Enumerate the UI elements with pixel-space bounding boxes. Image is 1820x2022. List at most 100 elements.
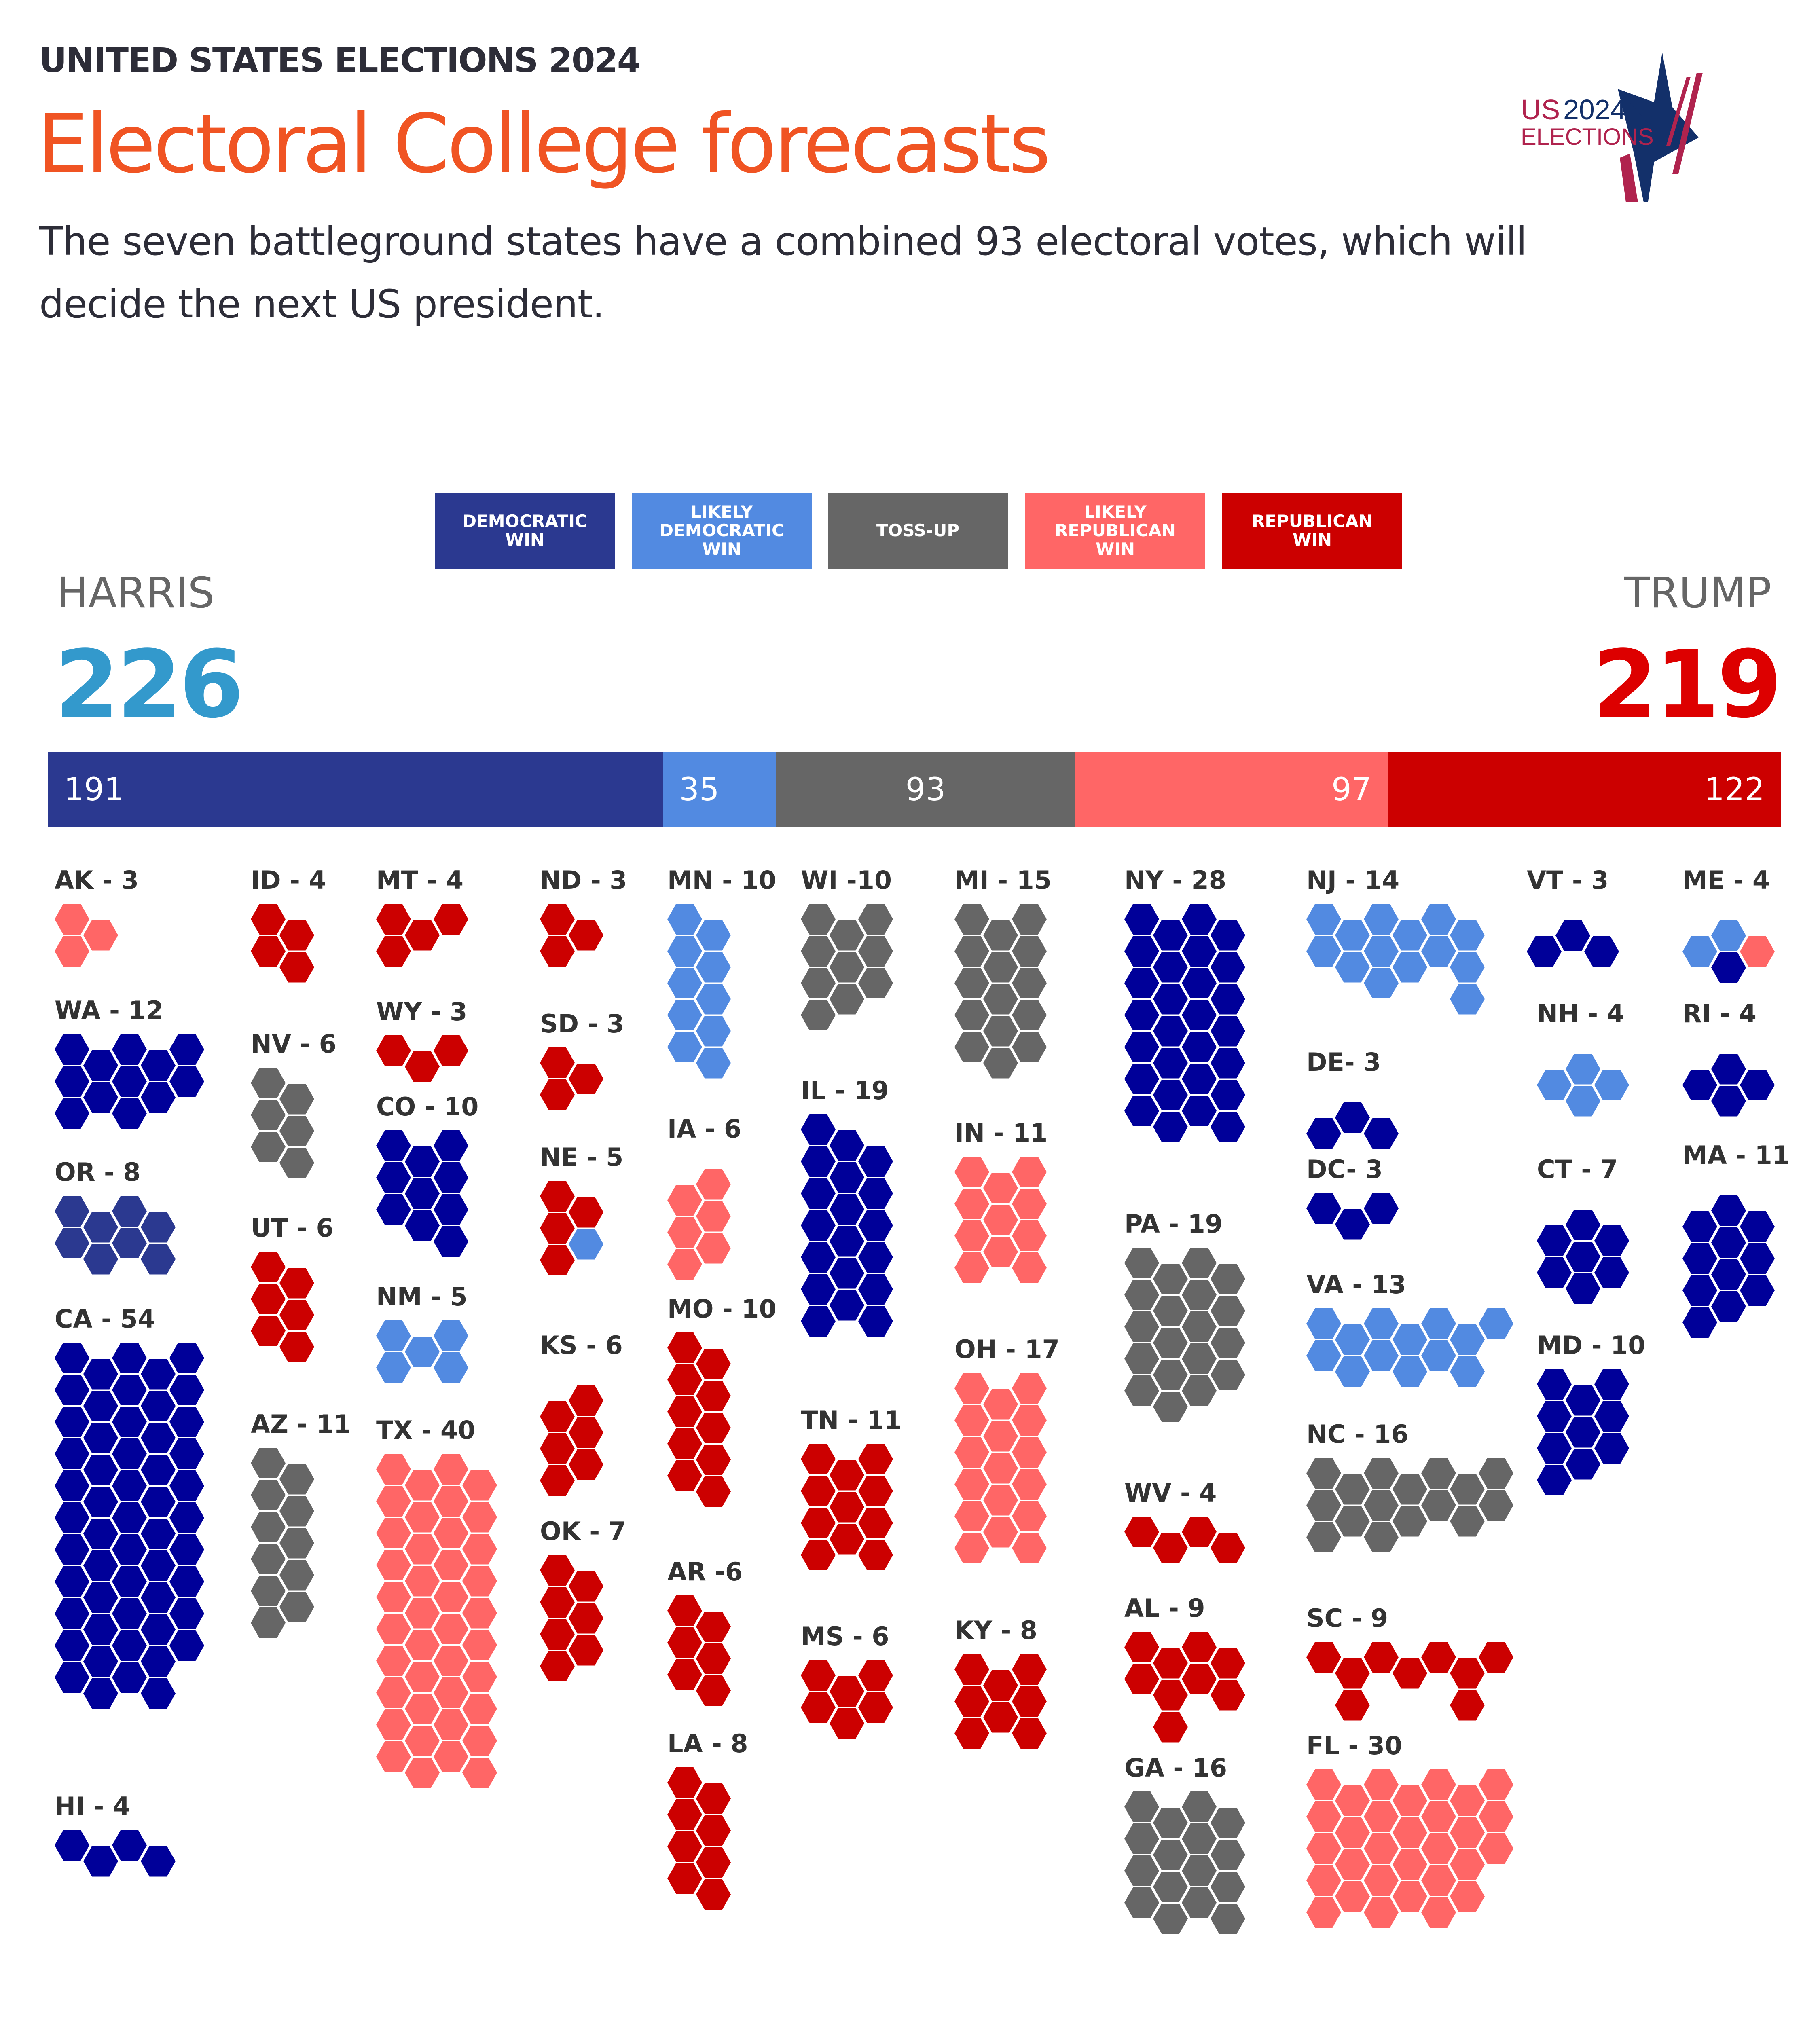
hex-cell [83,1486,118,1517]
hex-cell [696,1783,731,1814]
hex-cell [1211,1839,1245,1870]
hex-cell [1182,1516,1217,1547]
hex-cell [376,1454,411,1485]
hex-cell [1306,1833,1341,1864]
hex-cell [1182,1280,1217,1310]
hex-cell [169,1630,204,1661]
hex-cell [1594,1070,1629,1100]
hex-cell [1124,1280,1159,1310]
hex-cell [1124,1311,1159,1342]
hex-cell [55,1502,89,1533]
hex-cell [462,1565,497,1597]
hex-cell [1211,984,1245,1015]
hex-cell [1335,1658,1370,1689]
hex-cell [858,968,893,998]
hex-cell [376,1614,411,1644]
hex-cell [83,1358,118,1390]
hex-cell [1012,1437,1047,1468]
hex-cell [55,1343,89,1373]
hex-cell [434,904,468,935]
hex-cell [569,1603,603,1634]
hex-cell [141,1212,176,1243]
hex-cell [1479,1308,1513,1339]
hex-cell [983,1670,1018,1701]
hex-cell [667,1364,702,1395]
state-label: ND - 3 [540,865,627,895]
state-label: SC - 9 [1306,1603,1388,1633]
hex-cell [405,1336,440,1367]
hex-cell [696,1169,731,1200]
hex-cell [801,1114,836,1145]
hex-cell [696,984,731,1015]
hex-cell [169,1343,204,1373]
hex-cell [434,1162,468,1193]
hex-cell [279,1147,314,1178]
hex-cell [667,968,702,998]
hex-cell [1421,1865,1456,1896]
hex-cell [1211,1679,1245,1711]
hex-cell [667,1460,702,1491]
hex-cell [1537,1225,1572,1256]
hex-cell [1566,1085,1600,1117]
hex-cell [801,1692,836,1723]
legend-likely-dem: LIKELY DEMOCRATIC WIN [632,493,812,569]
hex-cell [405,1693,440,1724]
hex-cell [1566,1209,1600,1240]
state-label: WA - 12 [55,996,163,1025]
hex-cell [462,1502,497,1533]
hex-cell [830,1290,864,1321]
bar-segment-likely-rep: 97 [1075,752,1388,827]
hex-cell [405,1597,440,1629]
hex-cell [830,1491,864,1523]
hex-cell [434,1550,468,1580]
hex-cell [1306,1865,1341,1896]
hex-cell [376,1130,411,1161]
hex-cell [1594,1369,1629,1400]
hex-cell [696,1643,731,1674]
hex-cell [1124,1343,1159,1374]
hex-cell [1306,1642,1341,1673]
hex-cell [1393,1506,1427,1537]
state-label: KY - 8 [954,1616,1037,1645]
hex-cell [696,1201,731,1232]
hex-cell [1211,952,1245,983]
state-label: VT - 3 [1527,865,1609,895]
hex-cell [251,1544,286,1574]
hex-cell [1421,1458,1456,1489]
hex-cell [251,1068,286,1098]
hex-cell [376,1162,411,1193]
hex-cell [1335,1690,1370,1721]
hex-cell [405,1565,440,1597]
hex-cell [830,984,864,1015]
hex-cell [1211,1648,1245,1679]
hex-cell [1335,1881,1370,1912]
bar-segment-value: 93 [905,771,946,808]
hex-cell [141,1244,176,1275]
hex-cell [1153,1871,1188,1902]
hex-cell [1682,1243,1717,1274]
hex-cell [279,1559,314,1591]
hex-cell [1584,936,1619,967]
hex-cell [667,1396,702,1427]
hex-cell [954,1220,989,1251]
hex-cell [251,1284,286,1314]
hex-cell [405,1757,440,1788]
hex-cell [141,1646,176,1677]
hex-cell [1012,1533,1047,1563]
state-label: MD - 10 [1537,1330,1646,1360]
hex-cell [141,1614,176,1645]
svg-text:US: US [1521,94,1560,125]
hex-cell [112,1066,147,1097]
hex-cell [1153,1047,1188,1079]
hex-cell [169,1598,204,1629]
hex-cell [1182,1664,1217,1694]
state-label: HI - 4 [55,1791,130,1821]
state-label: OR - 8 [55,1157,141,1187]
hex-cell [462,1757,497,1788]
hex-cell [1182,1311,1217,1342]
hex-cell [112,1598,147,1629]
hex-cell [858,1692,893,1723]
hex-cell [983,1236,1018,1267]
hex-cell [434,1194,468,1225]
state-label: AR -6 [667,1557,743,1586]
